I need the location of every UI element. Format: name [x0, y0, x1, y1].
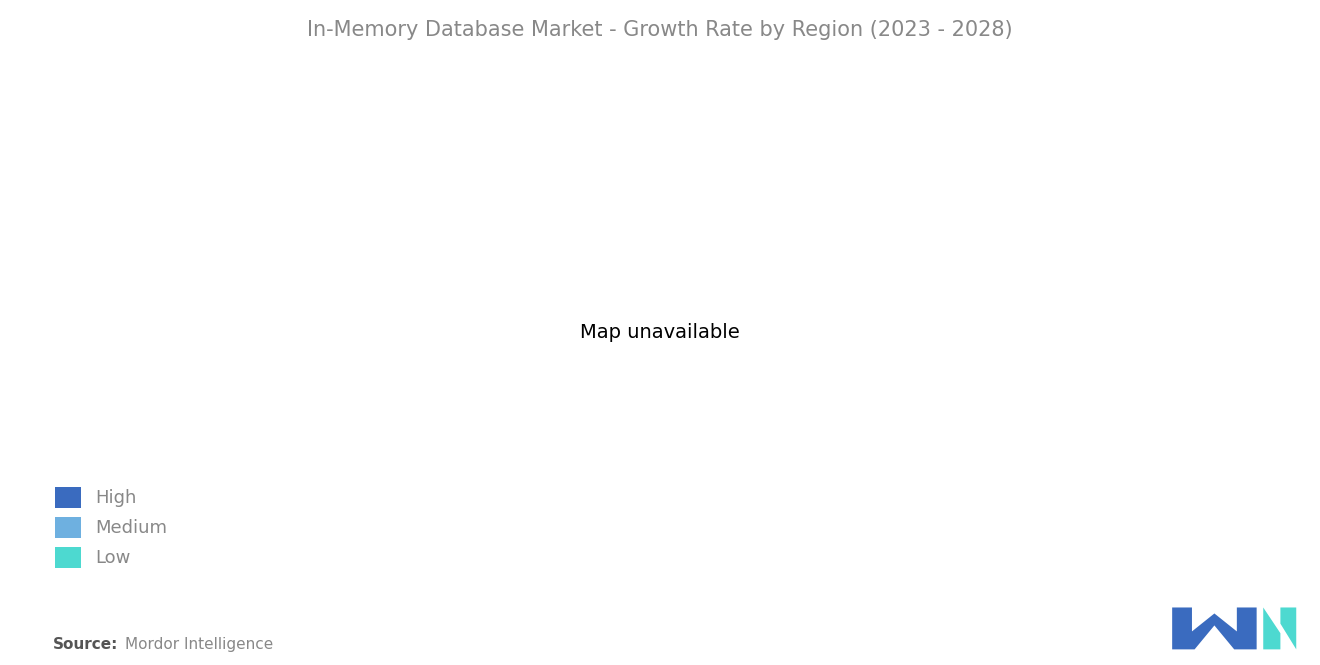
- Polygon shape: [1263, 608, 1296, 649]
- Text: Mordor Intelligence: Mordor Intelligence: [125, 636, 273, 652]
- Polygon shape: [1172, 608, 1257, 649]
- Legend: High, Medium, Low: High, Medium, Low: [48, 479, 174, 575]
- Text: Map unavailable: Map unavailable: [579, 323, 741, 342]
- Text: Source:: Source:: [53, 636, 119, 652]
- Text: In-Memory Database Market - Growth Rate by Region (2023 - 2028): In-Memory Database Market - Growth Rate …: [308, 20, 1012, 40]
